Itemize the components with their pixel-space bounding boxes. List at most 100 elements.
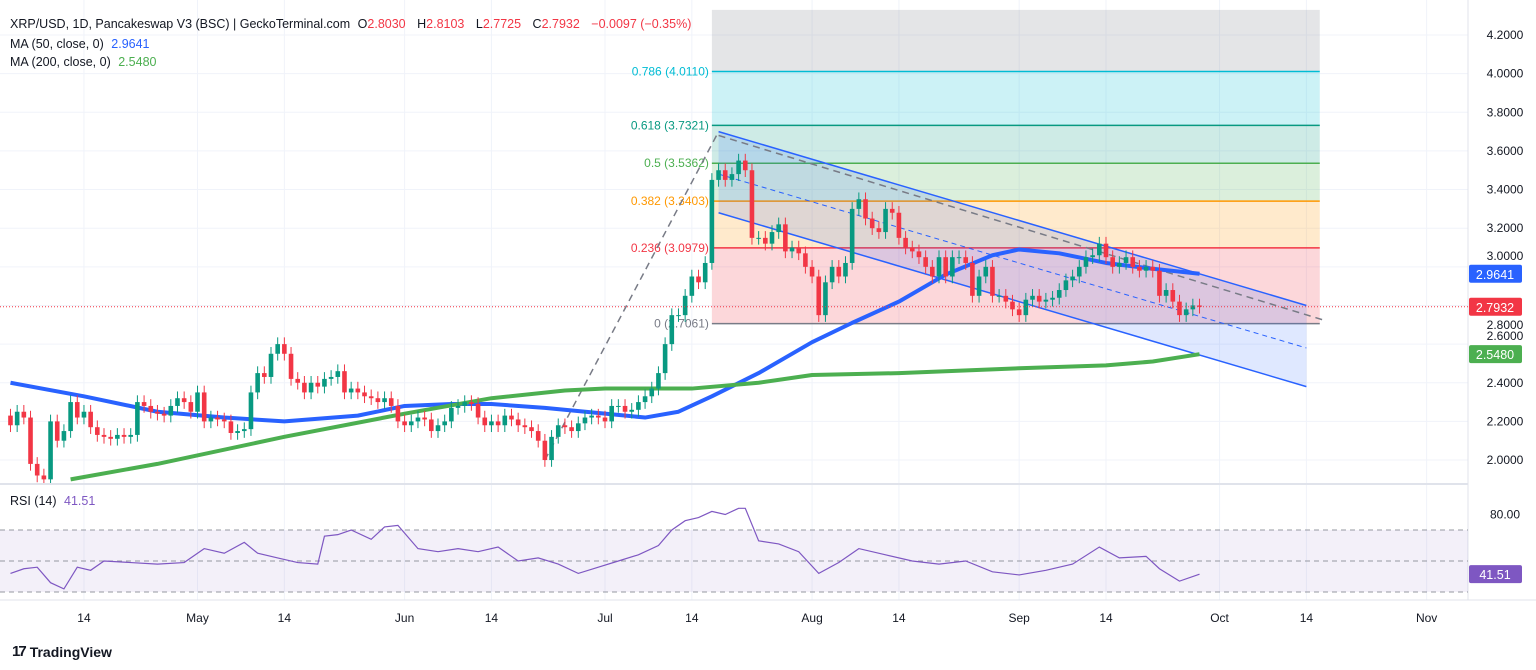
candle-body	[716, 170, 721, 180]
fib-level-label: 0.618 (3.7321)	[631, 118, 709, 132]
fib-level-label: 0.236 (3.0979)	[631, 241, 709, 255]
ma50-legend[interactable]: MA (50, close, 0) 2.9641	[10, 37, 154, 51]
candle-body	[669, 315, 675, 345]
candle-body	[54, 421, 60, 441]
candle-body	[1050, 297, 1055, 300]
candle-body	[803, 253, 808, 267]
candle-body	[435, 425, 441, 432]
candle-body	[1197, 305, 1202, 307]
candle-body	[509, 415, 514, 420]
candle-body	[549, 436, 554, 461]
candle-body	[769, 232, 775, 244]
candle-body	[602, 417, 608, 422]
candle-body	[161, 413, 167, 416]
candle-body	[335, 371, 341, 377]
candle-body	[515, 419, 521, 426]
candle-body	[1063, 280, 1069, 291]
low-value: L2.7725	[476, 17, 525, 31]
candle-body	[221, 419, 227, 422]
candle-body	[135, 402, 140, 435]
candle-body	[749, 170, 755, 238]
open-price: 2.8030	[367, 17, 406, 31]
candle-body	[963, 257, 969, 263]
candle-body	[776, 224, 781, 233]
candle-body	[128, 434, 134, 437]
candle-body	[742, 160, 748, 171]
candle-body	[809, 266, 815, 277]
open-value: O2.8030	[358, 17, 410, 31]
candle-body	[175, 398, 180, 406]
candle-body	[535, 431, 541, 441]
candle-body	[990, 266, 995, 296]
candle-body	[1036, 295, 1042, 302]
candle-body	[502, 415, 508, 426]
x-tick-label: May	[186, 611, 209, 625]
fib-level-label: 0 (2.7061)	[654, 317, 709, 331]
candle-body	[702, 262, 708, 283]
candle-body	[1137, 266, 1142, 271]
candle-body	[208, 417, 214, 422]
candle-body	[582, 417, 588, 424]
candle-body	[1043, 299, 1049, 302]
candle-body	[322, 378, 327, 387]
candle-body	[449, 407, 454, 422]
candle-body	[28, 417, 33, 464]
candle-body	[849, 208, 855, 263]
symbol-title[interactable]: XRP/USD, 1D, Pancakeswap V3 (BSC) | Geck…	[10, 17, 351, 31]
y-tick-label: 3.4000	[1487, 183, 1524, 197]
candle-body	[729, 174, 735, 180]
x-tick-label: Aug	[801, 611, 822, 625]
fib-zone-0.5	[711, 125, 1320, 164]
candle-body	[81, 411, 87, 418]
y-tick-label: 3.2000	[1487, 221, 1524, 235]
y-tick-label: 2.8000	[1487, 318, 1524, 332]
x-tick-label: 14	[1099, 611, 1113, 625]
candle-body	[1177, 301, 1182, 316]
candle-body	[836, 266, 842, 277]
candle-body	[295, 378, 301, 383]
y-tick-label: 2.2000	[1487, 414, 1524, 428]
candle-body	[1110, 257, 1115, 267]
candle-body	[215, 417, 220, 420]
candle-body	[1163, 290, 1169, 296]
ma50-price-tag-bg	[1469, 264, 1522, 283]
candle-body	[141, 402, 147, 406]
ma200-price-tag: 2.5480	[1476, 348, 1514, 362]
candle-body	[976, 276, 982, 296]
candle-body	[469, 402, 474, 405]
candle-body	[943, 257, 948, 277]
candle-body	[362, 392, 367, 397]
candle-body	[649, 388, 655, 397]
y-tick-label: 3.6000	[1487, 144, 1524, 158]
candle-body	[676, 315, 681, 317]
candle-body	[121, 434, 127, 437]
high-label: H	[417, 17, 427, 31]
y-tick-label: 3.8000	[1487, 105, 1524, 119]
candle-body	[248, 392, 254, 430]
last-price-tag: 2.7932	[1476, 301, 1514, 315]
ma200-value: 2.5480	[118, 55, 157, 69]
candle-body	[1183, 309, 1189, 316]
candle-body	[843, 262, 848, 277]
rsi-value-tag: 41.51	[1479, 568, 1510, 582]
rsi-value: 41.51	[64, 494, 96, 508]
candle-body	[722, 170, 728, 180]
candle-body	[61, 431, 67, 441]
candle-body	[1010, 301, 1015, 310]
rsi-legend[interactable]: RSI (14) 41.51	[10, 494, 99, 508]
candle-body	[288, 353, 294, 379]
candle-body	[429, 419, 434, 432]
rsi-line	[10, 507, 1200, 590]
candle-body	[970, 262, 975, 296]
close-value: C2.7932	[533, 17, 584, 31]
tradingview-branding[interactable]: 17 TradingView	[12, 643, 112, 660]
ma200-legend[interactable]: MA (200, close, 0) 2.5480	[10, 55, 160, 69]
candle-body	[1003, 295, 1009, 302]
candle-body	[642, 396, 648, 403]
candle-body	[816, 276, 822, 316]
candle-body	[88, 411, 93, 428]
candle-body	[1090, 255, 1095, 258]
y-tick-label: 2.0000	[1487, 453, 1524, 467]
candle-body	[168, 405, 174, 416]
